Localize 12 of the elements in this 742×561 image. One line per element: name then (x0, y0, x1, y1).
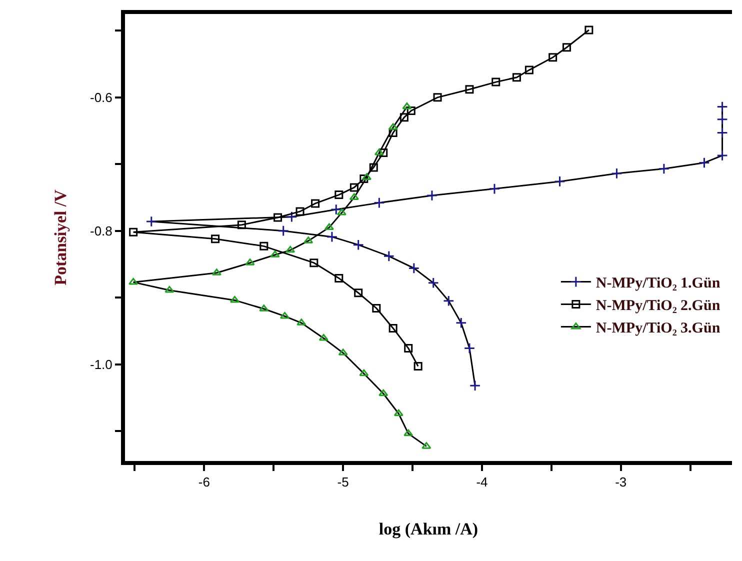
y-tick-label: -0.8 (90, 223, 112, 238)
x-tick-label: -4 (476, 474, 488, 490)
y-tick-label: -1.0 (90, 356, 112, 372)
y-axis-title: Potansiyel /V (51, 188, 70, 286)
x-tick-label: -6 (198, 474, 210, 490)
legend-label: N-MPy/TiO₂ 2.Gün (596, 298, 721, 314)
legend-label: N-MPy/TiO₂ 3.Gün (596, 320, 721, 337)
x-tick-label: -5 (337, 474, 349, 490)
y-tick-label: -0.6 (90, 90, 112, 105)
x-tick-label: -3 (615, 474, 627, 490)
x-axis-title: log (Akım /A) (378, 520, 478, 538)
legend-label: N-MPy/TiO₂ 1.Gün (596, 276, 721, 292)
